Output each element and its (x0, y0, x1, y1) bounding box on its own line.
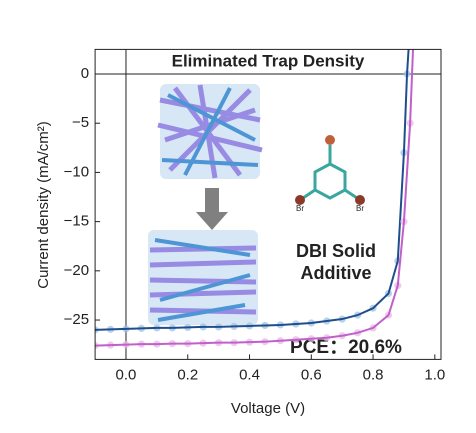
annotation: Eliminated Trap Density (172, 51, 365, 70)
y-tick-label: −20 (64, 262, 89, 279)
x-axis-label: Voltage (V) (231, 400, 305, 417)
data-point (410, 41, 417, 48)
plot-area (95, 21, 417, 350)
x-tick-label: 0.6 (301, 366, 322, 383)
data-point (407, 21, 414, 28)
annotation: DBI Solid (296, 241, 376, 261)
plot-frame (94, 48, 442, 360)
series-line (95, 49, 415, 347)
film-illustration-bottom (148, 230, 258, 325)
arrow (196, 188, 228, 230)
molecule (295, 135, 365, 205)
annotation: Additive (300, 263, 371, 283)
annotation: PCE：20.6% (290, 337, 402, 358)
x-tick-label: 0.4 (239, 366, 260, 383)
atom-label: Br (296, 204, 304, 213)
x-tick-label: 0.2 (177, 366, 198, 383)
film-illustration-top (157, 84, 263, 179)
atom-label: Br (356, 204, 364, 213)
y-tick-label: −25 (64, 311, 89, 328)
series-line (95, 49, 410, 331)
y-tick-label: 0 (81, 65, 89, 82)
y-tick-label: −15 (64, 213, 89, 230)
y-axis-label: Current density (mA/cm²) (35, 121, 52, 289)
y-tick-label: −10 (64, 163, 89, 180)
y-tick-label: −5 (72, 114, 89, 131)
x-tick-label: 1.0 (424, 366, 445, 383)
x-tick-label: 0.8 (363, 366, 384, 383)
x-tick-label: 0.0 (116, 366, 137, 383)
